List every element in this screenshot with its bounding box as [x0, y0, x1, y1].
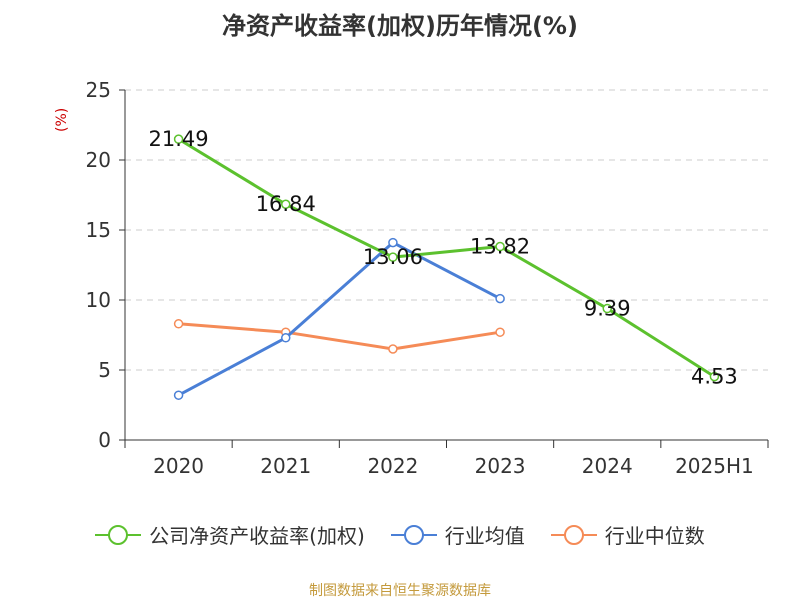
x-tick-label: 2022 — [367, 454, 418, 478]
legend-marker-icon — [390, 524, 437, 545]
y-tick-label: 10 — [86, 288, 111, 312]
data-label: 21.49 — [149, 127, 209, 151]
y-tick-label: 0 — [98, 428, 111, 452]
y-tick-label: 15 — [86, 218, 111, 242]
chart-title: 净资产收益率(加权)历年情况(%) — [222, 12, 578, 40]
data-point — [388, 237, 398, 248]
data-point — [602, 303, 612, 314]
data-point — [281, 333, 291, 343]
x-tick-label: 2025H1 — [675, 454, 754, 478]
y-tick-label: 5 — [98, 358, 111, 382]
data-point — [388, 252, 398, 262]
data-label: 13.06 — [363, 245, 423, 269]
data-point — [709, 371, 720, 382]
data-label: 13.82 — [470, 235, 530, 259]
data-point — [173, 390, 184, 400]
x-tick-label: 2020 — [153, 454, 204, 478]
data-point — [495, 241, 505, 252]
data-point — [495, 293, 505, 304]
x-tick-label: 2021 — [260, 454, 311, 478]
legend-label: 公司净资产收益率(加权) — [149, 524, 365, 548]
data-label: 9.39 — [584, 297, 631, 321]
data-point — [173, 319, 184, 329]
data-label: 4.53 — [691, 365, 738, 389]
series-line — [177, 137, 716, 378]
legend-item[interactable]: 行业中位数 — [550, 520, 705, 549]
data-point — [495, 327, 505, 337]
legend: 公司净资产收益率(加权) 行业均值 行业中位数 — [0, 520, 800, 549]
legend-label: 行业均值 — [444, 524, 525, 548]
data-point — [388, 344, 398, 354]
data-point — [173, 134, 184, 144]
x-tick-label: 2024 — [582, 454, 633, 478]
y-axis-label: (%) — [54, 107, 70, 132]
data-point — [281, 199, 291, 209]
legend-marker-icon — [95, 524, 142, 545]
legend-marker-icon — [550, 524, 597, 545]
legend-item[interactable]: 公司净资产收益率(加权) — [95, 520, 365, 549]
series-line — [178, 322, 501, 351]
data-label: 16.84 — [256, 192, 316, 216]
legend-item[interactable]: 行业均值 — [390, 520, 525, 549]
x-tick-label: 2023 — [475, 454, 526, 478]
series-line — [177, 241, 501, 397]
y-tick-label: 20 — [86, 148, 111, 172]
y-tick-label: 25 — [86, 78, 111, 102]
source-note: 制图数据来自恒生聚源数据库 — [309, 583, 491, 599]
legend-label: 行业中位数 — [604, 524, 705, 548]
